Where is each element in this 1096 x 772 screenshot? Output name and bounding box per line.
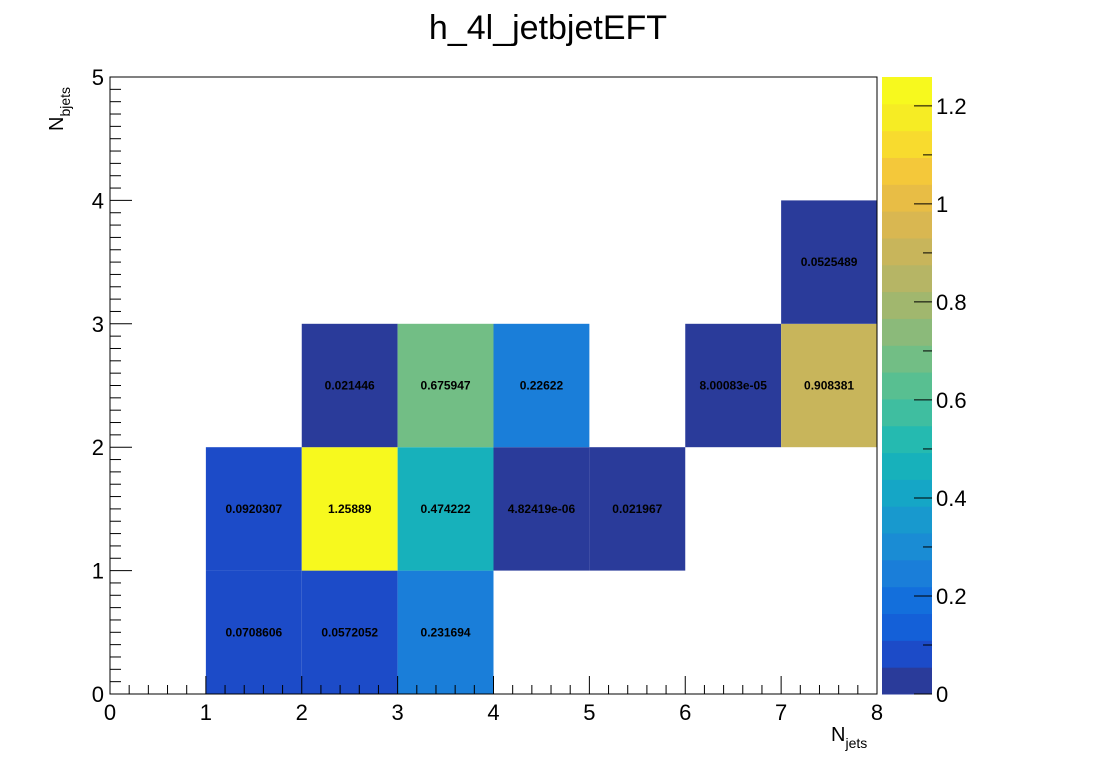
heatmap-cell — [781, 200, 877, 324]
x-tick-label: 7 — [775, 700, 787, 725]
colorbar-band — [882, 77, 932, 105]
cell-value-label: 0.0525489 — [801, 255, 858, 269]
y-tick-label: 2 — [92, 435, 104, 460]
colorbar-band — [882, 318, 932, 346]
x-tick-label: 8 — [871, 700, 883, 725]
colorbar-band — [882, 345, 932, 373]
x-tick-label: 4 — [487, 700, 499, 725]
colorbar-tick-label: 0.4 — [936, 486, 967, 511]
y-tick-label: 1 — [92, 559, 104, 584]
colorbar-band — [882, 372, 932, 400]
colorbar-band — [882, 184, 932, 212]
colorbar-band — [882, 586, 932, 615]
chart-title: h_4l_jetbjetEFT — [429, 9, 667, 47]
heatmap-cell — [493, 323, 590, 448]
heatmap-cell — [301, 447, 398, 571]
colorbar-band — [882, 130, 932, 158]
colorbar-band — [882, 559, 932, 588]
colorbar-band — [882, 157, 932, 185]
heatmap-cell-labels: 0.0708606 0.0572052 0.231694 0.0920307 1.258… — [225, 255, 857, 639]
y-tick-label: 5 — [92, 65, 104, 90]
colorbar-band — [882, 264, 932, 293]
x-axis: 0 1 2 3 4 5 6 7 8 — [104, 676, 883, 725]
colorbar-band — [882, 506, 932, 534]
colorbar-band — [882, 291, 932, 319]
colorbar-band — [882, 613, 932, 641]
cell-value-label: 0.021967 — [612, 502, 662, 516]
heatmap-cell — [493, 447, 590, 571]
colorbar-band — [882, 452, 932, 480]
x-axis-label: Njets — [831, 724, 867, 751]
cell-value-label: 0.021446 — [325, 379, 375, 393]
heatmap-cell — [781, 323, 877, 448]
heatmap-cells — [205, 200, 877, 694]
cell-value-label: 4.82419e-06 — [508, 502, 576, 516]
cell-value-label: 0.22622 — [520, 379, 564, 393]
cell-value-label: 0.0708606 — [225, 625, 282, 639]
x-tick-label: 0 — [104, 700, 116, 725]
heatmap-cell — [397, 447, 494, 571]
colorbar-band — [882, 398, 932, 427]
heatmap-cell — [301, 323, 398, 448]
colorbar-tick-label: 0.2 — [936, 584, 967, 609]
cell-value-label: 0.0920307 — [225, 502, 282, 516]
heatmap-cell — [685, 323, 782, 448]
heatmap-cell — [397, 570, 494, 694]
cell-value-label: 1.25889 — [328, 502, 372, 516]
cell-value-label: 0.474222 — [421, 502, 471, 516]
colorbar-band — [882, 479, 932, 507]
heatmap-cell — [205, 447, 302, 571]
colorbar-tick-label: 1 — [936, 192, 948, 217]
cell-value-label: 0.0572052 — [321, 625, 378, 639]
heatmap-cell — [205, 570, 302, 694]
colorbar-band — [882, 667, 932, 695]
cell-value-label: 0.675947 — [421, 379, 471, 393]
colorbar-band — [882, 103, 932, 132]
y-tick-label: 3 — [92, 312, 104, 337]
cell-value-label: 0.231694 — [421, 625, 471, 639]
heatmap-cell — [397, 323, 494, 448]
x-tick-label: 3 — [392, 700, 404, 725]
x-tick-label: 5 — [583, 700, 595, 725]
heatmap-cell — [589, 447, 686, 571]
heatmap-cell — [301, 570, 398, 694]
colorbar-band — [882, 640, 932, 668]
x-tick-label: 6 — [679, 700, 691, 725]
colorbar-band — [882, 237, 932, 266]
y-tick-label: 4 — [92, 188, 104, 213]
cell-value-label: 0.908381 — [804, 379, 854, 393]
colorbar: 0 0.2 0.4 0.6 0.8 1 1.2 — [882, 77, 967, 707]
colorbar-tick-label: 1.2 — [936, 94, 967, 119]
y-tick-label: 0 — [92, 682, 104, 707]
y-axis: 0 1 2 3 4 5 — [92, 65, 132, 707]
x-tick-label: 2 — [296, 700, 308, 725]
x-tick-label: 1 — [200, 700, 212, 725]
colorbar-tick-label: 0.8 — [936, 290, 967, 315]
y-axis-label: Nbjets — [46, 87, 73, 131]
colorbar-band — [882, 211, 932, 239]
colorbar-tick-label: 0.6 — [936, 388, 967, 413]
cell-value-label: 8.00083e-05 — [699, 379, 767, 393]
colorbar-tick-label: 0 — [936, 682, 948, 707]
